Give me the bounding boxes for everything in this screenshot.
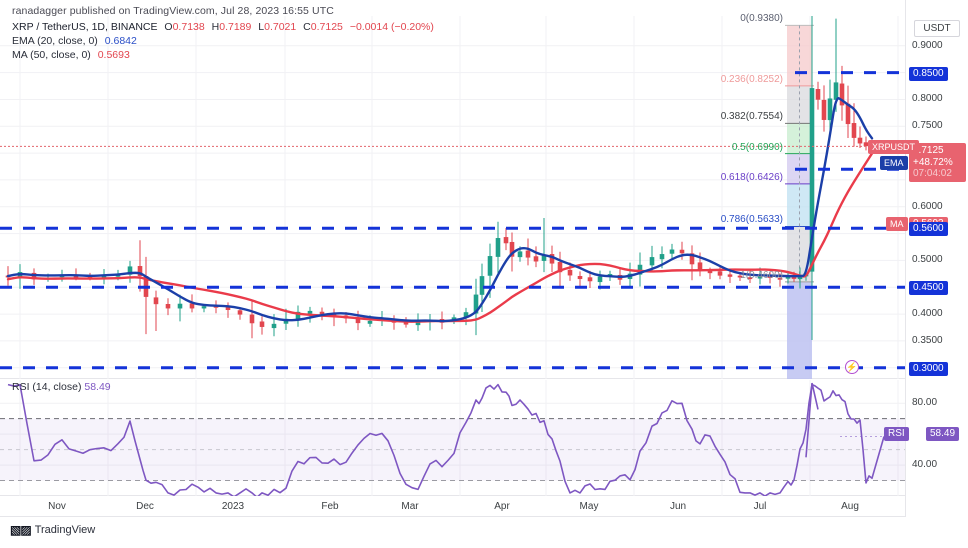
- legend-ema-row[interactable]: EMA (20, close, 0) 0.6842: [12, 34, 434, 48]
- fib-label-fib-382: 0.382(0.7554): [720, 111, 783, 123]
- x-tick-Apr: Apr: [494, 501, 510, 512]
- fib-label-fib-1: 1(0.4600): [740, 269, 783, 281]
- tradingview-logo-text: TradingView: [34, 524, 96, 536]
- legend-ma-value: 0.5693: [97, 49, 130, 61]
- rsi-plot[interactable]: [0, 380, 905, 496]
- lightning-icon[interactable]: ⚡: [845, 360, 859, 374]
- price-tick-0.6000: 0.6000: [912, 200, 943, 212]
- price-tick-0.8000: 0.8000: [912, 93, 943, 105]
- chart-legend: XRP / TetherUS, 1D, BINANCE O0.7138 H0.7…: [12, 20, 434, 62]
- attribution-text: ranadagger published on TradingView.com,…: [12, 5, 334, 17]
- rsi-legend-value: 58.49: [84, 381, 111, 393]
- lightning-glyph: ⚡: [846, 361, 858, 372]
- price-pane[interactable]: [0, 16, 905, 379]
- x-tick-Mar: Mar: [401, 501, 419, 512]
- x-tick-Nov: Nov: [48, 501, 66, 512]
- plot-tag-ema-tag: EMA: [880, 155, 908, 170]
- fib-label-fib-5: 0.5(0.6990): [731, 141, 783, 153]
- bar-countdown: 07:04:02: [913, 168, 952, 179]
- axis-badge-resistance-056[interactable]: 0.5600: [909, 222, 948, 237]
- price-axis[interactable]: USDT 0.9000 0.8000 0.7500 0.6000 0.5000 0.400…: [884, 0, 968, 517]
- tradingview-logo: ▧▨ TradingView: [10, 523, 95, 537]
- legend-low-label: L: [258, 21, 265, 33]
- tradingview-mark: ▧▨: [10, 523, 32, 537]
- x-tick-Feb: Feb: [321, 501, 339, 512]
- rsi-pane[interactable]: [0, 380, 905, 496]
- fib-label-fib-618: 0.618(0.6426): [720, 171, 783, 183]
- plot-tag-ma-tag: MA: [886, 217, 908, 232]
- rsi-legend[interactable]: RSI (14, close) 58.49: [12, 381, 111, 393]
- axis-badge-support-045[interactable]: 0.4500: [909, 281, 948, 296]
- legend-open: 0.7138: [172, 21, 205, 33]
- rsi-axis-badge-label: RSI: [884, 427, 909, 441]
- legend-ema-title: EMA (20, close, 0): [12, 35, 98, 47]
- price-tick-0.3500: 0.3500: [912, 334, 943, 346]
- x-tick-Jul: Jul: [753, 501, 767, 512]
- price-tick-0.7500: 0.7500: [912, 120, 943, 132]
- legend-symbol: XRP / TetherUS, 1D, BINANCE: [12, 21, 158, 33]
- price-tick-0.9000: 0.9000: [912, 39, 943, 51]
- legend-open-label: O: [164, 21, 173, 33]
- legend-close: 0.7125: [310, 21, 343, 33]
- last-price-badge[interactable]: 0.7125 +48.72% 07:04:02: [909, 143, 966, 182]
- axis-badge-resistance-085[interactable]: 0.8500: [909, 66, 948, 81]
- legend-ma-title: MA (50, close, 0): [12, 49, 91, 61]
- x-tick-Aug: Aug: [841, 501, 859, 512]
- legend-ema-value: 0.6842: [104, 35, 137, 47]
- x-tick-May: May: [579, 501, 599, 512]
- price-tick-0.4000: 0.4000: [912, 308, 943, 320]
- currency-unit-label: USDT: [914, 20, 960, 37]
- legend-low: 0.7021: [264, 21, 297, 33]
- rsi-legend-title: RSI (14, close): [12, 381, 82, 393]
- x-tick-Dec: Dec: [136, 501, 154, 512]
- legend-high-label: H: [211, 21, 220, 33]
- price-plot[interactable]: [0, 16, 905, 379]
- plot-tag-ticker-tag: XRPUSDT: [868, 140, 920, 155]
- legend-ma-row[interactable]: MA (50, close, 0) 0.5693: [12, 48, 434, 62]
- x-axis[interactable]: Nov Dec 2023 Feb Mar Apr May Jun Jul Aug: [0, 497, 905, 517]
- x-tick-2023: 2023: [221, 501, 245, 512]
- fib-label-fib-236: 0.236(0.8252): [720, 73, 783, 85]
- legend-change: −0.0014 (−0.20%): [349, 21, 434, 33]
- rsi-axis-badge: 58.49: [926, 427, 960, 441]
- axis-badge-support-030[interactable]: 0.3000: [909, 361, 948, 376]
- price-tick-0.5000: 0.5000: [912, 254, 943, 266]
- rsi-tick-40.00: 40.00: [912, 459, 938, 471]
- last-price-change: +48.72%: [913, 156, 953, 168]
- rsi-tick-80.00: 80.00: [912, 397, 938, 409]
- legend-symbol-row[interactable]: XRP / TetherUS, 1D, BINANCE O0.7138 H0.7…: [12, 20, 434, 34]
- fib-label-fib-786: 0.786(0.5633): [720, 214, 783, 226]
- fib-label-fib-0: 0(0.9380): [740, 13, 783, 25]
- legend-close-label: C: [303, 21, 311, 33]
- last-price-value: 0.7125: [913, 145, 944, 156]
- legend-high: 0.7189: [219, 21, 252, 33]
- x-tick-Jun: Jun: [669, 501, 687, 512]
